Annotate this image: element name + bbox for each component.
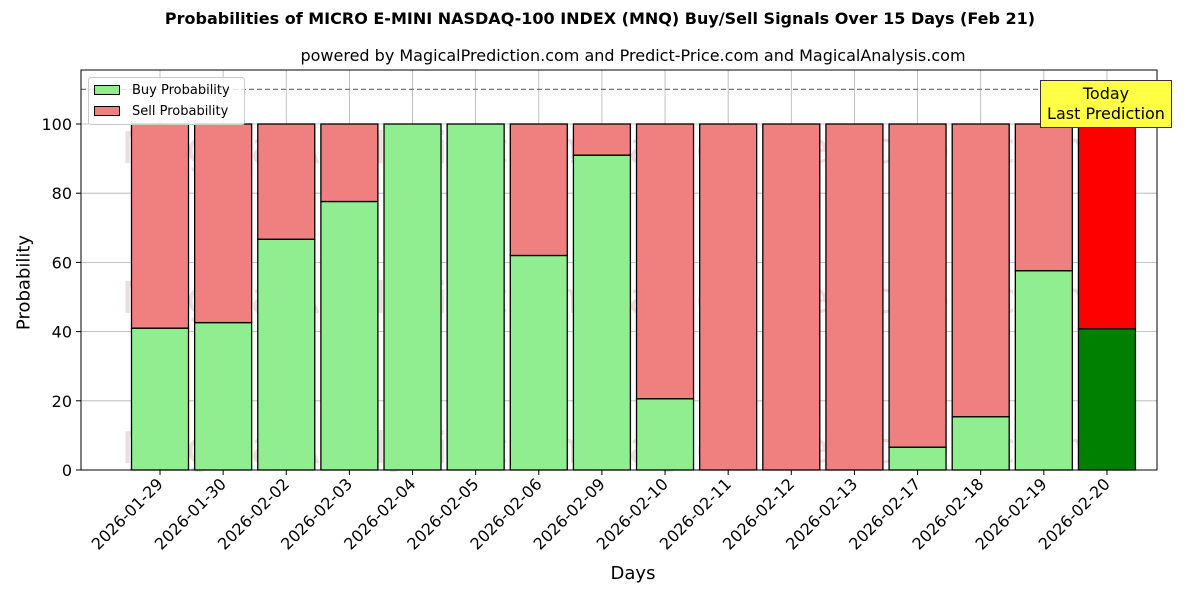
bar-2026-02-02 — [257, 123, 316, 471]
axes — [80, 69, 1158, 471]
bar-2026-02-20 — [1077, 123, 1137, 471]
buy-segment — [130, 327, 190, 471]
sell-segment — [825, 123, 884, 471]
x-axis-label: Days — [610, 563, 656, 584]
bar-2026-02-19 — [1014, 123, 1073, 471]
bar-2026-02-05 — [446, 123, 505, 471]
buy-segment — [572, 154, 632, 471]
sell-segment — [1014, 123, 1073, 272]
sell-segment — [888, 123, 947, 448]
sell-segment — [951, 123, 1010, 418]
annotation-line-2: Last Prediction — [1047, 104, 1165, 123]
chart-subtitle: powered by MagicalPrediction.com and Pre… — [300, 46, 966, 65]
annotation-line-1: Today — [1082, 84, 1130, 103]
sell-segment — [320, 123, 379, 203]
sell-segment — [193, 123, 253, 324]
bar-2026-02-11 — [699, 123, 758, 471]
bar-2026-02-03 — [320, 123, 379, 471]
buy-swatch-icon — [94, 85, 120, 95]
today-annotation: Today Last Prediction — [1040, 80, 1172, 128]
buy-segment — [257, 238, 316, 471]
svg-text:40: 40 — [52, 323, 72, 342]
legend-sell-label: Sell Probability — [132, 103, 229, 119]
svg-text:0: 0 — [62, 461, 72, 480]
buy-segment — [1014, 270, 1073, 471]
chart-title: Probabilities of MICRO E-MINI NASDAQ-100… — [164, 9, 1036, 28]
bar-2026-01-30 — [193, 123, 253, 471]
legend-item-sell: Sell Probability — [94, 102, 228, 120]
svg-text:20: 20 — [52, 392, 72, 411]
bar-2026-02-04 — [383, 123, 442, 471]
buy-segment — [1077, 328, 1137, 471]
svg-text:80: 80 — [52, 184, 72, 203]
sell-segment — [1077, 123, 1137, 330]
sell-segment — [699, 123, 758, 471]
bar-series — [130, 123, 1137, 471]
sell-swatch-icon — [94, 106, 120, 116]
x-axis-ticks: 2026-01-292026-01-302026-02-022026-02-03… — [88, 470, 1114, 554]
sell-segment — [762, 123, 821, 471]
y-axis-label: Probability — [13, 234, 35, 331]
sell-segment — [130, 123, 190, 329]
buy-segment — [635, 398, 695, 471]
bar-2026-02-18 — [951, 123, 1010, 471]
sell-segment — [572, 123, 632, 156]
sell-segment — [257, 123, 316, 240]
bar-2026-02-10 — [635, 123, 695, 471]
legend: Buy Probability Sell Probability — [88, 77, 245, 125]
buy-segment — [193, 321, 253, 471]
buy-segment — [383, 123, 442, 471]
svg-text:100: 100 — [41, 115, 72, 134]
svg-text:60: 60 — [52, 253, 72, 272]
buy-segment — [320, 200, 379, 471]
buy-segment — [509, 254, 568, 471]
sell-segment — [635, 123, 695, 400]
bar-2026-02-09 — [572, 123, 632, 471]
bar-2026-01-29 — [130, 123, 190, 471]
buy-segment — [446, 123, 505, 471]
legend-buy-label: Buy Probability — [132, 82, 230, 98]
bar-2026-02-06 — [509, 123, 568, 471]
legend-item-buy: Buy Probability — [94, 81, 230, 99]
bar-2026-02-13 — [825, 123, 884, 471]
bar-2026-02-17 — [888, 123, 947, 471]
buy-segment — [888, 446, 947, 471]
sell-segment — [509, 123, 568, 257]
y-axis-ticks: 0 20 40 60 80 100 — [41, 115, 81, 480]
buy-segment — [951, 416, 1010, 471]
bar-2026-02-12 — [762, 123, 821, 471]
